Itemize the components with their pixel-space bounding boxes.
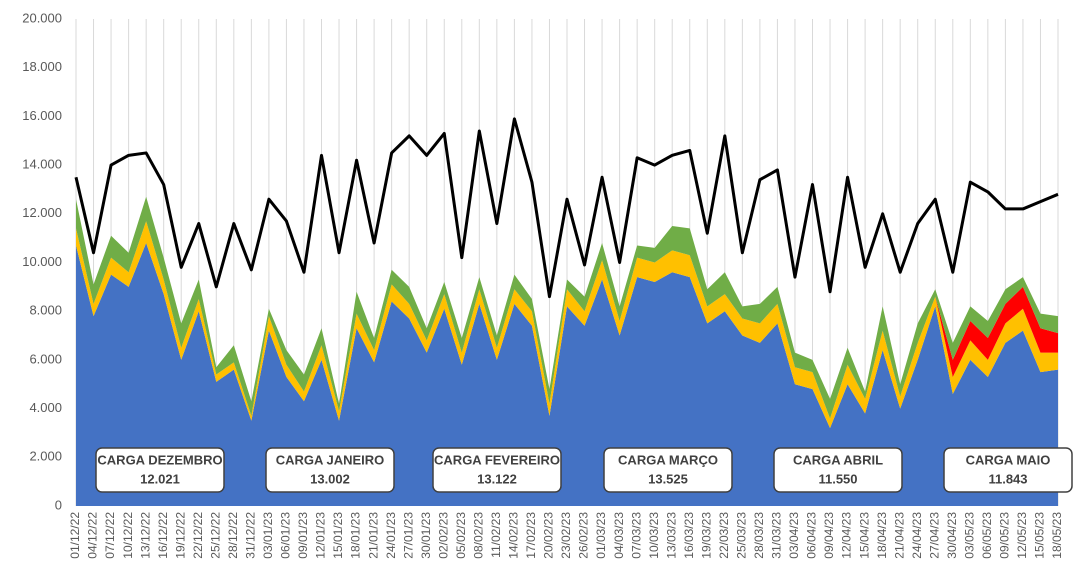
annotation-label: CARGA FEVEREIRO <box>434 452 560 467</box>
x-tick-label: 05/02/23 <box>454 512 468 559</box>
x-tick-label: 15/05/23 <box>1033 512 1047 559</box>
x-tick-label: 03/01/23 <box>261 512 275 559</box>
area <box>76 221 1058 429</box>
x-tick-label: 03/05/23 <box>962 512 976 559</box>
area <box>76 243 1058 506</box>
y-tick-label: 12.000 <box>22 205 62 220</box>
annotation-label: CARGA JANEIRO <box>276 452 385 467</box>
x-tick-label: 07/12/22 <box>103 512 117 559</box>
x-tick-label: 11/02/23 <box>489 512 503 558</box>
x-tick-label: 16/12/22 <box>156 512 170 559</box>
x-tick-label: 24/04/23 <box>910 512 924 559</box>
annotation-label: CARGA MAIO <box>966 452 1051 467</box>
annotation-value: 11.843 <box>988 471 1027 486</box>
x-tick-label: 27/04/23 <box>927 512 941 559</box>
x-tick-label: 22/03/23 <box>717 512 731 559</box>
x-tick-label: 18/01/23 <box>349 512 363 559</box>
x-tick-label: 02/02/23 <box>436 512 450 559</box>
x-tick-label: 30/01/23 <box>419 512 433 559</box>
x-tick-label: 12/04/23 <box>840 512 854 559</box>
annotation: CARGA FEVEREIRO 13.122 <box>432 447 562 493</box>
annotation-box <box>432 447 562 493</box>
y-tick-label: 10.000 <box>22 254 62 269</box>
area <box>76 196 1058 419</box>
x-tick-label: 13/03/23 <box>664 512 678 559</box>
x-tick-label: 28/12/22 <box>226 512 240 559</box>
annotation-value: 13.525 <box>648 471 688 486</box>
annotation-box <box>95 447 225 493</box>
y-tick-label: 16.000 <box>22 108 62 123</box>
annotation: CARGA DEZEMBRO 12.021 <box>95 447 225 493</box>
annotation-label: CARGA MARÇO <box>618 452 718 467</box>
annotation-label: CARGA DEZEMBRO <box>97 452 222 467</box>
annotation: CARGA MARÇO 13.525 <box>603 447 733 493</box>
annotation-box <box>265 447 395 493</box>
x-tick-label: 25/12/22 <box>208 512 222 559</box>
x-tick-label: 24/01/23 <box>384 512 398 559</box>
x-tick-label: 01/03/23 <box>594 512 608 559</box>
x-tick-label: 20/02/23 <box>542 512 556 559</box>
y-tick-label: 4.000 <box>29 400 62 415</box>
x-tick-label: 17/02/23 <box>524 512 538 559</box>
x-tick-label: 22/12/22 <box>191 512 205 559</box>
annotation: CARGA JANEIRO 13.002 <box>265 447 395 493</box>
x-tick-label: 23/02/23 <box>559 512 573 559</box>
annotation-value: 12.021 <box>140 471 180 486</box>
x-tick-label: 27/01/23 <box>401 512 415 559</box>
y-tick-label: 6.000 <box>29 351 62 366</box>
y-tick-label: 8.000 <box>29 303 62 318</box>
x-tick-label: 19/12/22 <box>173 512 187 559</box>
x-tick-label: 14/02/23 <box>507 512 521 559</box>
x-tick-label: 26/02/23 <box>577 512 591 559</box>
x-tick-label: 28/03/23 <box>752 512 766 559</box>
annotation-box <box>943 447 1073 493</box>
x-tick-label: 03/04/23 <box>787 512 801 559</box>
x-tick-label: 21/01/23 <box>366 512 380 559</box>
annotation: CARGA ABRIL 11.550 <box>773 447 903 493</box>
y-tick-label: 0 <box>55 497 62 512</box>
x-tick-label: 19/03/23 <box>699 512 713 559</box>
x-tick-label: 07/03/23 <box>629 512 643 559</box>
x-tick-label: 06/05/23 <box>980 512 994 559</box>
x-tick-label: 18/04/23 <box>875 512 889 559</box>
annotation-value: 13.122 <box>477 471 517 486</box>
x-tick-label: 15/01/23 <box>331 512 345 559</box>
y-tick-label: 2.000 <box>29 449 62 464</box>
x-tick-label: 15/04/23 <box>857 512 871 559</box>
x-tick-label: 30/04/23 <box>945 512 959 559</box>
y-tick-label: 20.000 <box>22 10 62 25</box>
annotation-box <box>773 447 903 493</box>
x-tick-label: 04/03/23 <box>612 512 626 559</box>
x-tick-label: 06/04/23 <box>805 512 819 559</box>
x-tick-label: 16/03/23 <box>682 512 696 559</box>
annotation: CARGA MAIO 11.843 <box>943 447 1073 493</box>
annotation-box <box>603 447 733 493</box>
annotation-value: 11.550 <box>818 471 857 486</box>
annotation-value: 13.002 <box>310 471 350 486</box>
y-tick-label: 14.000 <box>22 157 62 172</box>
x-tick-label: 09/05/23 <box>998 512 1012 559</box>
x-tick-label: 31/03/23 <box>770 512 784 559</box>
x-tick-label: 09/04/23 <box>822 512 836 559</box>
x-tick-label: 12/05/23 <box>1015 512 1029 559</box>
y-tick-label: 18.000 <box>22 59 62 74</box>
x-tick-label: 10/03/23 <box>647 512 661 559</box>
x-tick-label: 25/03/23 <box>735 512 749 559</box>
x-tick-label: 13/12/22 <box>138 512 152 559</box>
x-tick-label: 09/01/23 <box>296 512 310 559</box>
x-tick-label: 21/04/23 <box>892 512 906 559</box>
x-tick-label: 04/12/22 <box>86 512 100 559</box>
x-tick-label: 18/05/23 <box>1050 512 1064 559</box>
x-tick-label: 12/01/23 <box>314 512 328 559</box>
x-tick-label: 01/12/22 <box>68 512 82 559</box>
load-line <box>74 117 1059 299</box>
x-tick-label: 10/12/22 <box>121 512 135 559</box>
annotation-label: CARGA ABRIL <box>793 452 883 467</box>
x-tick-label: 08/02/23 <box>471 512 485 559</box>
x-tick-label: 06/01/23 <box>279 512 293 559</box>
x-tick-label: 31/12/22 <box>244 512 258 559</box>
